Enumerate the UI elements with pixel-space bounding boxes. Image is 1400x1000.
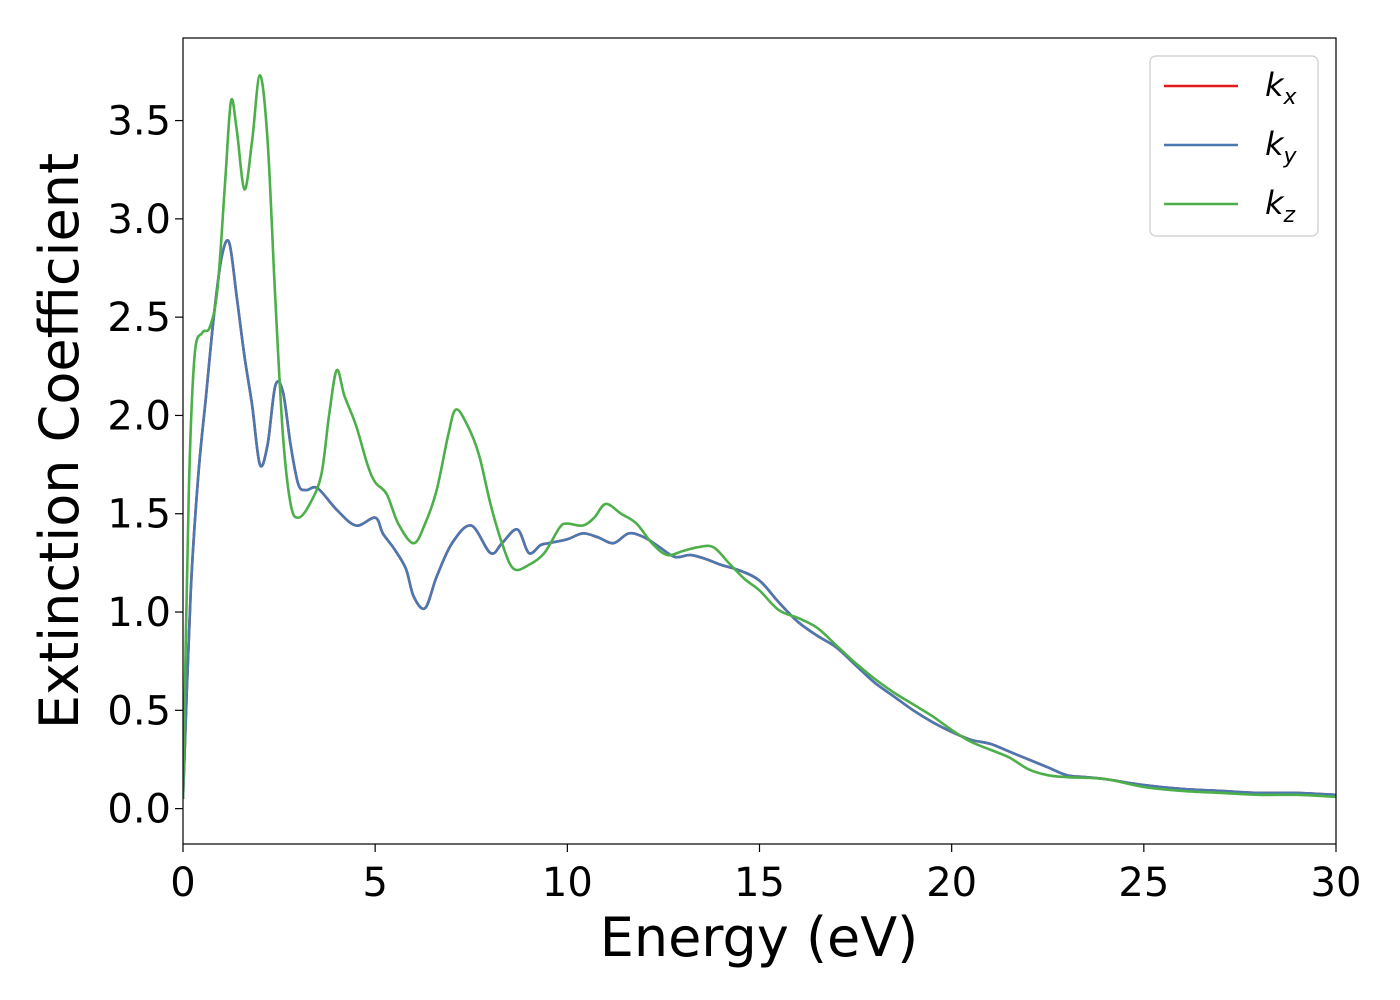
y-axis-ticks: 0.0 0.5 1.0 1.5 2.0 2.5 3.0 3.5 — [107, 99, 183, 833]
x-axis-label: Energy (eV) — [600, 906, 919, 969]
x-tick-label: 15 — [734, 860, 785, 906]
y-tick-label: 2.5 — [107, 295, 171, 341]
x-tick-label: 30 — [1311, 860, 1362, 906]
y-tick-label: 1.0 — [107, 590, 171, 636]
y-tick-label: 1.5 — [107, 492, 171, 538]
legend-label-z: kz — [1265, 184, 1296, 228]
x-tick-label: 20 — [926, 860, 977, 906]
series-line-z — [183, 74, 1336, 799]
legend-label-x: kx — [1265, 66, 1298, 110]
y-tick-label: 2.0 — [107, 393, 171, 439]
legend-label-y: ky — [1265, 125, 1298, 169]
series-line-y — [183, 239, 1336, 799]
y-tick-label: 3.5 — [107, 99, 171, 145]
x-tick-label: 10 — [542, 860, 593, 906]
series-lines — [183, 74, 1336, 799]
y-tick-label: 0.0 — [107, 787, 171, 833]
series-line-x — [183, 239, 1336, 799]
x-tick-label: 25 — [1118, 860, 1169, 906]
y-tick-label: 0.5 — [107, 688, 171, 734]
x-tick-label: 0 — [170, 860, 195, 906]
y-tick-label: 3.0 — [107, 197, 171, 243]
x-axis-ticks: 0 5 10 15 20 25 30 — [170, 844, 1361, 906]
plot-frame — [182, 37, 1337, 845]
y-axis-label: Extinction Coefficient — [28, 153, 91, 729]
legend: kx ky kz — [1149, 55, 1319, 237]
x-tick-label: 5 — [362, 860, 387, 906]
